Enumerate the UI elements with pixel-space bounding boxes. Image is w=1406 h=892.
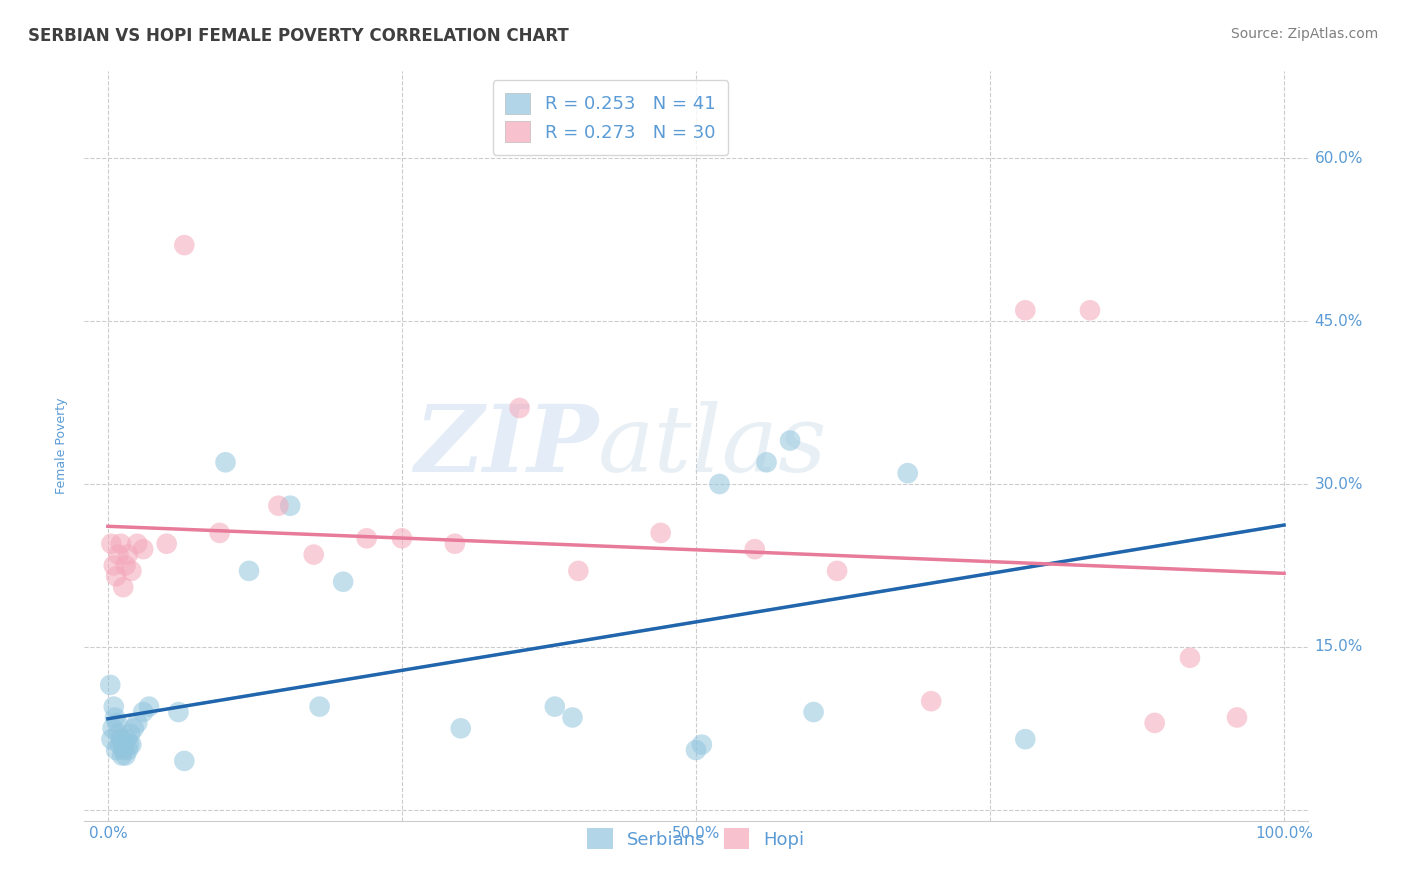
Point	[897, 466, 920, 480]
Point	[238, 564, 260, 578]
Point	[105, 743, 128, 757]
Point	[100, 732, 122, 747]
Point	[120, 738, 142, 752]
Point	[391, 531, 413, 545]
Text: 45.0%: 45.0%	[1315, 314, 1362, 328]
Point	[127, 537, 149, 551]
Legend: Serbians, Hopi: Serbians, Hopi	[581, 822, 811, 856]
Point	[825, 564, 848, 578]
Point	[132, 705, 155, 719]
Point	[208, 525, 231, 540]
Point	[173, 754, 195, 768]
Point	[650, 525, 672, 540]
Point	[308, 699, 330, 714]
Point	[278, 499, 301, 513]
Point	[561, 710, 583, 724]
Text: 15.0%: 15.0%	[1315, 640, 1362, 655]
Point	[112, 743, 135, 757]
Point	[103, 699, 125, 714]
Point	[110, 732, 132, 747]
Point	[114, 748, 136, 763]
Point	[114, 558, 136, 573]
Point	[1143, 715, 1166, 730]
Point	[450, 722, 472, 736]
Point	[101, 722, 124, 736]
Point	[127, 715, 149, 730]
Point	[1078, 303, 1101, 318]
Point	[214, 455, 236, 469]
Point	[920, 694, 942, 708]
Text: 30.0%: 30.0%	[1315, 476, 1362, 491]
Point	[107, 548, 129, 562]
Point	[122, 722, 145, 736]
Point	[112, 580, 135, 594]
Point	[111, 748, 134, 763]
Point	[444, 537, 467, 551]
Point	[544, 699, 567, 714]
Text: ZIP: ZIP	[413, 401, 598, 491]
Point	[156, 537, 179, 551]
Point	[138, 699, 160, 714]
Point	[685, 743, 707, 757]
Point	[132, 542, 155, 557]
Point	[103, 558, 125, 573]
Point	[1014, 732, 1036, 747]
Point	[115, 732, 138, 747]
Point	[779, 434, 801, 448]
Point	[332, 574, 354, 589]
Point	[302, 548, 325, 562]
Point	[108, 738, 131, 752]
Point	[120, 564, 142, 578]
Point	[110, 537, 132, 551]
Point	[173, 238, 195, 252]
Point	[1226, 710, 1249, 724]
Point	[803, 705, 825, 719]
Point	[1014, 303, 1036, 318]
Text: atlas: atlas	[598, 401, 828, 491]
Point	[107, 727, 129, 741]
Point	[567, 564, 589, 578]
Point	[167, 705, 190, 719]
Text: 60.0%: 60.0%	[1315, 151, 1362, 166]
Point	[120, 727, 142, 741]
Point	[118, 738, 141, 752]
Point	[117, 743, 139, 757]
Point	[509, 401, 531, 415]
Point	[105, 715, 128, 730]
Point	[112, 738, 135, 752]
Point	[709, 477, 731, 491]
Point	[690, 738, 713, 752]
Y-axis label: Female Poverty: Female Poverty	[55, 398, 69, 494]
Point	[100, 537, 122, 551]
Point	[267, 499, 290, 513]
Point	[104, 710, 127, 724]
Point	[98, 678, 121, 692]
Text: SERBIAN VS HOPI FEMALE POVERTY CORRELATION CHART: SERBIAN VS HOPI FEMALE POVERTY CORRELATI…	[28, 27, 569, 45]
Point	[105, 569, 128, 583]
Text: Source: ZipAtlas.com: Source: ZipAtlas.com	[1230, 27, 1378, 41]
Point	[1178, 650, 1201, 665]
Point	[117, 548, 139, 562]
Point	[744, 542, 766, 557]
Point	[356, 531, 378, 545]
Point	[755, 455, 778, 469]
